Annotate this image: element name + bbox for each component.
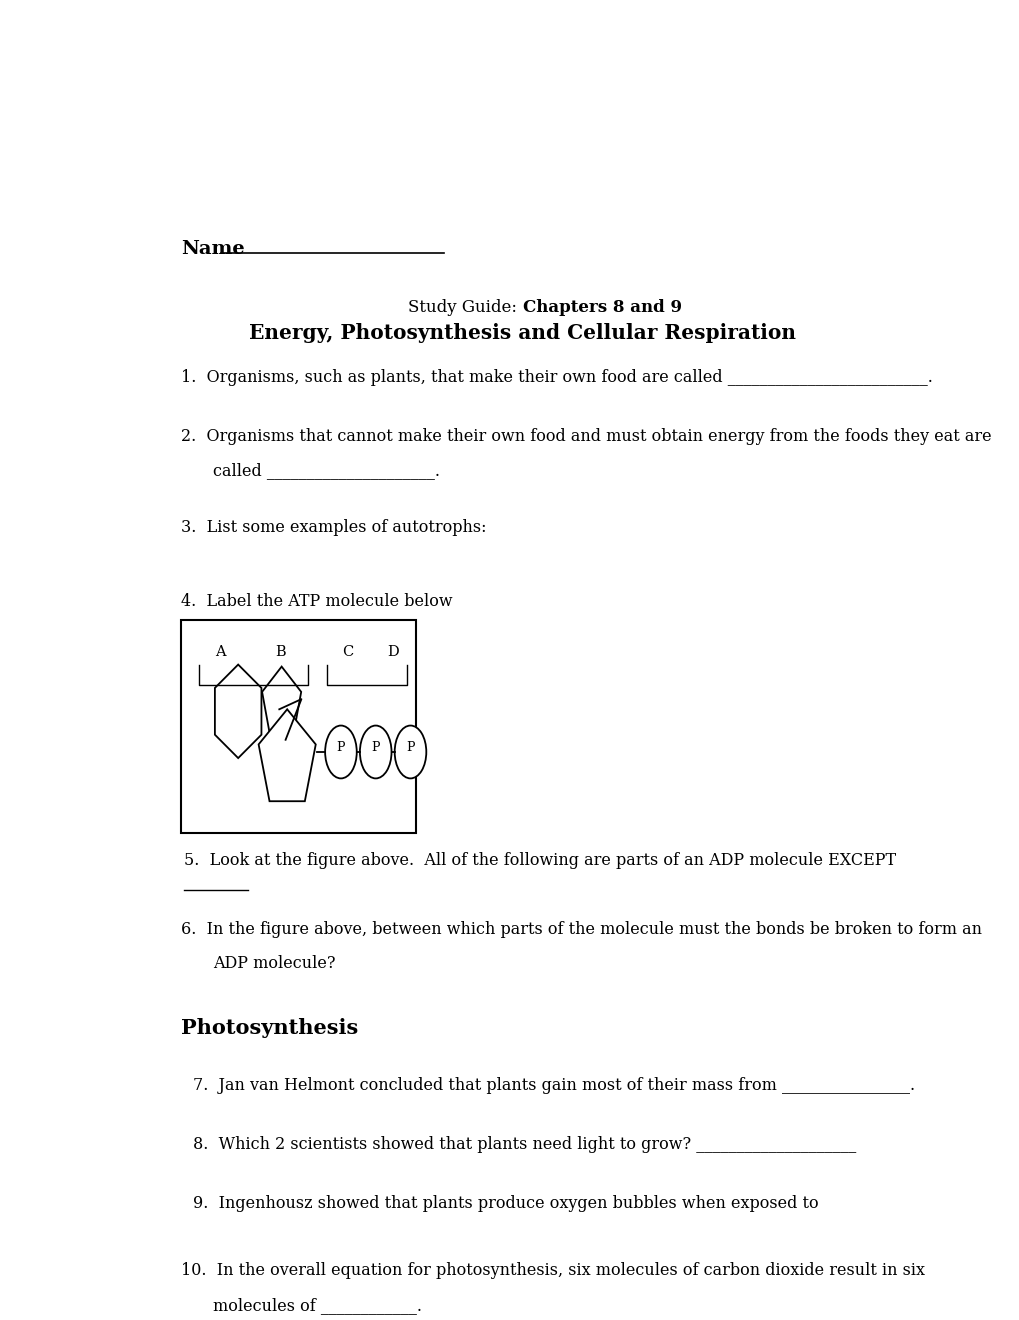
Text: ADP molecule?: ADP molecule?: [213, 956, 335, 973]
Text: P: P: [336, 742, 344, 755]
Text: 3.  List some examples of autotrophs:: 3. List some examples of autotrophs:: [181, 519, 486, 536]
Text: P: P: [371, 742, 380, 755]
Text: Name: Name: [181, 240, 245, 257]
Text: 4.  Label the ATP molecule below: 4. Label the ATP molecule below: [181, 594, 452, 610]
Text: B: B: [274, 645, 285, 659]
Text: 6.  In the figure above, between which parts of the molecule must the bonds be b: 6. In the figure above, between which pa…: [181, 921, 981, 937]
Text: 7.  Jan van Helmont concluded that plants gain most of their mass from _________: 7. Jan van Helmont concluded that plants…: [193, 1077, 914, 1094]
Text: 5.  Look at the figure above.  All of the following are parts of an ADP molecule: 5. Look at the figure above. All of the …: [183, 851, 895, 869]
Text: molecules of ____________.: molecules of ____________.: [213, 1296, 432, 1313]
Text: called _____________________.: called _____________________.: [213, 462, 449, 479]
Text: A: A: [215, 645, 226, 659]
Text: Photosynthesis: Photosynthesis: [181, 1018, 358, 1039]
Polygon shape: [262, 667, 301, 733]
Polygon shape: [259, 709, 316, 801]
Polygon shape: [215, 664, 261, 758]
Text: C: C: [341, 645, 353, 659]
Text: D: D: [387, 645, 398, 659]
Bar: [181, 620, 416, 833]
Ellipse shape: [360, 726, 391, 779]
Text: Study Guide:: Study Guide:: [408, 298, 522, 315]
Text: 8.  Which 2 scientists showed that plants need light to grow? __________________: 8. Which 2 scientists showed that plants…: [193, 1137, 856, 1154]
Text: 9.  Ingenhousz showed that plants produce oxygen bubbles when exposed to: 9. Ingenhousz showed that plants produce…: [193, 1195, 818, 1212]
Text: Chapters 8 and 9: Chapters 8 and 9: [522, 298, 681, 315]
Text: Energy, Photosynthesis and Cellular Respiration: Energy, Photosynthesis and Cellular Resp…: [249, 323, 796, 343]
Text: 2.  Organisms that cannot make their own food and must obtain energy from the fo: 2. Organisms that cannot make their own …: [181, 428, 990, 445]
Text: P: P: [406, 742, 415, 755]
Ellipse shape: [394, 726, 426, 779]
Ellipse shape: [325, 726, 357, 779]
Text: 1.  Organisms, such as plants, that make their own food are called _____________: 1. Organisms, such as plants, that make …: [181, 368, 943, 385]
Text: 10.  In the overall equation for photosynthesis, six molecules of carbon dioxide: 10. In the overall equation for photosyn…: [181, 1262, 924, 1279]
